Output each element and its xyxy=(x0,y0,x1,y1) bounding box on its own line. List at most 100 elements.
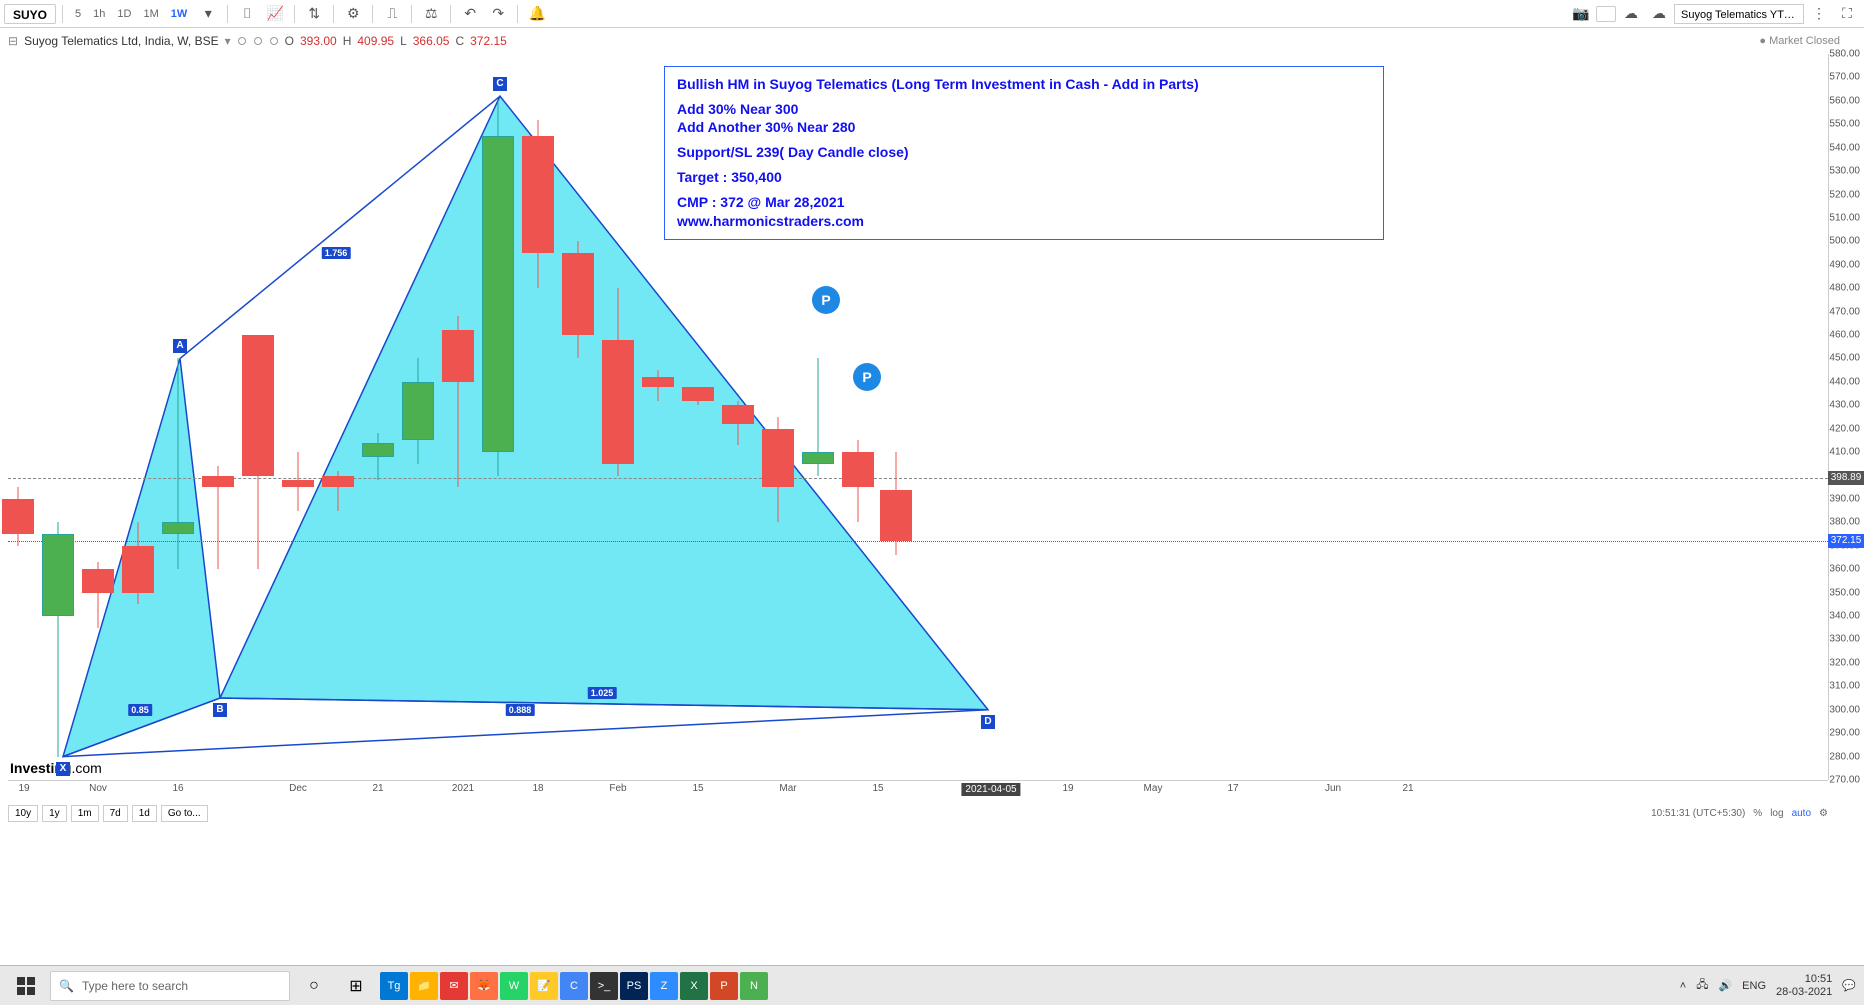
start-button[interactable] xyxy=(8,970,44,1002)
range-1y[interactable]: 1y xyxy=(42,805,67,822)
candle[interactable] xyxy=(122,54,154,780)
taskbar-app[interactable]: 📝 xyxy=(530,972,558,1000)
notifications-icon[interactable]: 💬 xyxy=(1842,979,1856,992)
cloud-download-icon[interactable]: ☁ xyxy=(1618,3,1644,25)
visibility-dot[interactable] xyxy=(254,37,262,45)
taskbar-app[interactable]: N xyxy=(740,972,768,1000)
camera-icon[interactable]: 📷 xyxy=(1568,3,1594,25)
clock[interactable]: 10:5128-03-2021 xyxy=(1776,973,1832,997)
language-indicator[interactable]: ENG xyxy=(1742,980,1766,992)
p-badge[interactable]: P xyxy=(853,363,881,391)
search-icon: 🔍 xyxy=(59,979,74,993)
candle-style-icon[interactable]: ⌷ xyxy=(234,3,260,25)
harmonic-ratio-label: 0.888 xyxy=(506,704,535,716)
taskbar-app[interactable]: 🦊 xyxy=(470,972,498,1000)
timezone-label[interactable]: 10:51:31 (UTC+5:30) xyxy=(1651,808,1745,819)
x-tick: 17 xyxy=(1227,783,1238,794)
harmonic-ratio-label: 0.85 xyxy=(128,704,152,716)
settings-icon[interactable]: ⚙ xyxy=(340,3,366,25)
taskbar-app[interactable]: PS xyxy=(620,972,648,1000)
x-tick: Feb xyxy=(609,783,626,794)
redo-icon[interactable]: ↷ xyxy=(485,3,511,25)
template-icon[interactable]: ⎍ xyxy=(379,3,405,25)
candle[interactable] xyxy=(242,54,274,780)
alert-icon[interactable]: 🔔 xyxy=(524,3,550,25)
symbol-info-bar: ⊟ Suyog Telematics Ltd, India, W, BSE ▾ … xyxy=(0,28,1864,54)
ticker-input[interactable]: SUYO xyxy=(4,4,56,24)
candle[interactable] xyxy=(402,54,434,780)
candle[interactable] xyxy=(2,54,34,780)
range-7d[interactable]: 7d xyxy=(103,805,128,822)
fullscreen-icon[interactable]: ⛶ xyxy=(1834,3,1860,25)
timeframe-1M[interactable]: 1M xyxy=(137,4,164,24)
taskbar-app[interactable]: X xyxy=(680,972,708,1000)
taskbar-app[interactable]: C xyxy=(560,972,588,1000)
taskbar-search[interactable]: 🔍 Type here to search xyxy=(50,971,290,1001)
candle[interactable] xyxy=(82,54,114,780)
p-badge[interactable]: P xyxy=(812,286,840,314)
chart-area[interactable]: Investing.com XABCD1.7560.850.8881.025PP… xyxy=(0,54,1864,780)
layout-dropdown[interactable]: Suyog Telematics YT Inv... xyxy=(1674,4,1804,24)
price-line xyxy=(8,478,1828,479)
x-tick: 2021 xyxy=(452,783,474,794)
indicators-icon[interactable]: 📈 xyxy=(262,3,288,25)
timeframe-1h[interactable]: 1h xyxy=(87,4,111,24)
taskbar-app[interactable]: >_ xyxy=(590,972,618,1000)
undo-icon[interactable]: ↶ xyxy=(457,3,483,25)
layout-grid-icon[interactable] xyxy=(1596,6,1616,22)
candle[interactable] xyxy=(602,54,634,780)
candle[interactable] xyxy=(282,54,314,780)
x-tick: Jun xyxy=(1325,783,1341,794)
collapse-icon[interactable]: ⊟ xyxy=(8,34,18,48)
visibility-dot[interactable] xyxy=(270,37,278,45)
harmonic-point-C: C xyxy=(493,77,507,91)
range-Go to...[interactable]: Go to... xyxy=(161,805,208,822)
log-toggle[interactable]: log xyxy=(1770,808,1783,819)
volume-icon[interactable]: 🔊 xyxy=(1718,979,1732,992)
x-tick: 15 xyxy=(692,783,703,794)
cortana-icon[interactable]: ○ xyxy=(296,970,332,1002)
compare-icon[interactable]: ⇅ xyxy=(301,3,327,25)
harmonic-ratio-label: 1.025 xyxy=(588,687,617,699)
candle[interactable] xyxy=(482,54,514,780)
range-10y[interactable]: 10y xyxy=(8,805,38,822)
auto-scale-toggle[interactable]: auto xyxy=(1792,808,1811,819)
range-1m[interactable]: 1m xyxy=(71,805,99,822)
search-placeholder: Type here to search xyxy=(82,979,188,993)
taskbar-app[interactable]: Z xyxy=(650,972,678,1000)
range-1d[interactable]: 1d xyxy=(132,805,157,822)
candle[interactable] xyxy=(42,54,74,780)
candle[interactable] xyxy=(442,54,474,780)
timeframe-1W[interactable]: 1W xyxy=(165,4,194,24)
timeframe-1D[interactable]: 1D xyxy=(111,4,137,24)
x-tick: 15 xyxy=(872,783,883,794)
timeframe-5[interactable]: 5 xyxy=(69,4,87,24)
candle[interactable] xyxy=(562,54,594,780)
cloud-upload-icon[interactable]: ☁ xyxy=(1646,3,1672,25)
candle[interactable] xyxy=(362,54,394,780)
separator xyxy=(372,5,373,23)
time-axis[interactable]: 19Nov16Dec21202118Feb15Mar152021-04-0519… xyxy=(8,780,1828,802)
symbol-name[interactable]: Suyog Telematics Ltd, India, W, BSE xyxy=(24,34,219,48)
taskbar-app[interactable]: P xyxy=(710,972,738,1000)
taskbar-app[interactable]: W xyxy=(500,972,528,1000)
options-icon[interactable]: ⋮ xyxy=(1806,3,1832,25)
candle[interactable] xyxy=(162,54,194,780)
tray-chevron-icon[interactable]: ˄ xyxy=(1680,980,1686,992)
candle[interactable] xyxy=(202,54,234,780)
top-toolbar: SUYO 51h1D1M1W ▾ ⌷ 📈 ⇅ ⚙ ⎍ ⚖ ↶ ↷ 🔔 📷 ☁ ☁… xyxy=(0,0,1864,28)
taskbar-app[interactable]: ✉ xyxy=(440,972,468,1000)
separator xyxy=(333,5,334,23)
network-icon[interactable]: 🖧 xyxy=(1696,976,1708,995)
taskbar-app[interactable]: Tg xyxy=(380,972,408,1000)
task-view-icon[interactable]: ⊞ xyxy=(338,970,374,1002)
scale-icon[interactable]: ⚖ xyxy=(418,3,444,25)
candle[interactable] xyxy=(322,54,354,780)
axis-settings-icon[interactable]: ⚙ xyxy=(1819,808,1828,819)
annotation-box[interactable]: Bullish HM in Suyog Telematics (Long Ter… xyxy=(664,66,1384,240)
candle[interactable] xyxy=(522,54,554,780)
visibility-dot[interactable] xyxy=(238,37,246,45)
percent-toggle[interactable]: % xyxy=(1753,808,1762,819)
taskbar-app[interactable]: 📁 xyxy=(410,972,438,1000)
dropdown-icon[interactable]: ▾ xyxy=(195,3,221,25)
